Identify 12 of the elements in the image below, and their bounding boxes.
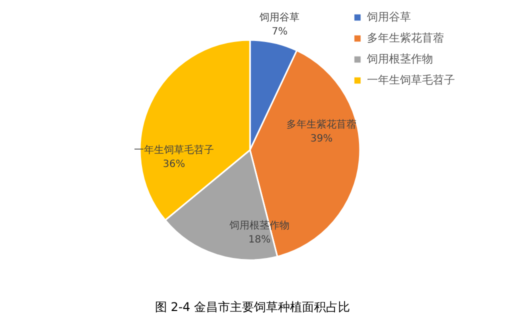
caption: 图 2-4 金昌市主要饲草种植面积占比 xyxy=(154,300,350,314)
data-label: 18% xyxy=(248,234,271,246)
legend-label: 饲用根茎作物 xyxy=(366,52,433,66)
data-label: 39% xyxy=(310,133,333,144)
slice-label: 饲用谷草 xyxy=(258,11,300,24)
legend-label: 一年生饲草毛苕子 xyxy=(367,74,455,86)
legend-label: 多年生紫花苜蓿 xyxy=(367,32,444,44)
data-label: 36% xyxy=(162,159,186,170)
slice-label: 多年生紫花苜蓿 xyxy=(286,118,357,130)
slice-label: 一年生饲草毛苕子 xyxy=(134,144,214,156)
data-label: 7% xyxy=(272,26,288,38)
legend-label: 饲用谷草 xyxy=(366,10,411,24)
